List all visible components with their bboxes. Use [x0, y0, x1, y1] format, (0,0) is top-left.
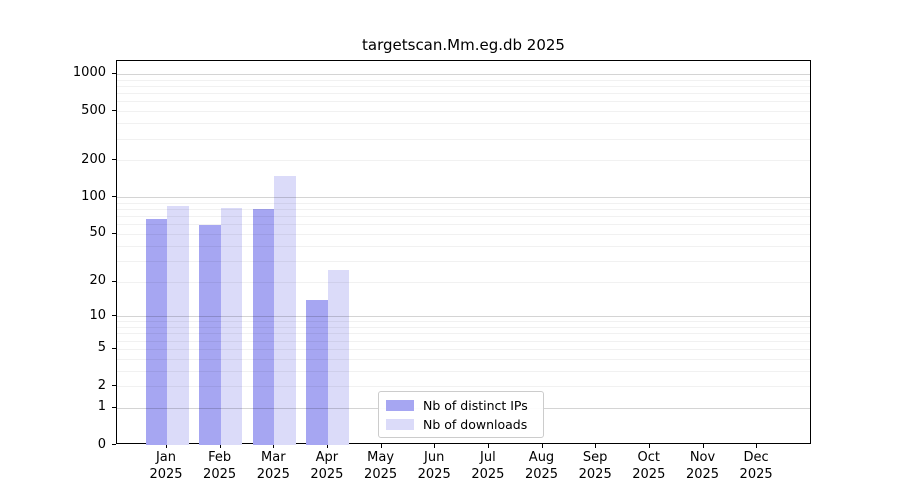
gridline-minor-40: [117, 245, 810, 247]
gridline-major-1000: [117, 73, 810, 75]
x-tick-label-jul: Jul 2025: [471, 450, 505, 482]
gridline-minor-70: [117, 216, 810, 218]
y-tick-label-500: 500: [81, 102, 106, 118]
x-tick-label-jan: Jan 2025: [149, 450, 183, 482]
x-tick-mark-feb: [219, 444, 221, 448]
gridline-minor-400: [117, 123, 810, 125]
bar-apr-downloads: [327, 270, 350, 445]
x-tick-label-mar: Mar 2025: [256, 450, 290, 482]
gridline-minor-2: [117, 386, 810, 387]
y-tick-mark-20: [112, 280, 116, 282]
legend-label-distinct-ips: Nb of distinct IPs: [423, 397, 528, 413]
gridline-minor-5: [117, 348, 810, 350]
gridline-minor-60: [117, 224, 810, 226]
gridline-minor-30: [117, 260, 810, 262]
y-tick-mark-10: [112, 315, 116, 317]
x-tick-mark-aug: [541, 444, 543, 448]
bar-mar-distinct-ips: [252, 209, 275, 445]
gridline-minor-900: [117, 79, 810, 81]
legend: Nb of distinct IPs Nb of downloads: [378, 391, 544, 438]
y-tick-label-5: 5: [97, 340, 106, 356]
gridline-minor-90: [117, 202, 810, 204]
gridline-minor-4: [117, 358, 810, 360]
bar-apr-distinct-ips: [306, 299, 328, 445]
x-tick-label-oct: Oct 2025: [632, 450, 666, 482]
gridline-minor-20: [117, 281, 810, 283]
bar-jan-distinct-ips: [145, 219, 167, 445]
gridline-minor-6: [117, 340, 810, 342]
gridline-major-10: [117, 316, 810, 318]
y-tick-mark-0: [112, 444, 116, 446]
gridline-minor-300: [117, 138, 810, 140]
gridline-minor-700: [117, 93, 810, 95]
bar-mar-downloads: [274, 175, 296, 445]
gridline-minor-50: [117, 233, 810, 235]
y-tick-mark-5: [112, 347, 116, 349]
plot-area: [116, 60, 811, 445]
y-tick-label-100: 100: [81, 188, 106, 204]
gridline-minor-9: [117, 321, 810, 323]
gridlines-layer: [117, 61, 810, 443]
x-tick-mark-jan: [166, 444, 168, 448]
x-tick-mark-may: [380, 444, 382, 448]
y-tick-label-1000: 1000: [72, 65, 106, 81]
y-tick-mark-50: [112, 232, 116, 234]
x-tick-mark-apr: [326, 444, 329, 448]
y-tick-mark-2: [112, 385, 116, 387]
x-tick-label-nov: Nov 2025: [685, 450, 720, 482]
y-tick-label-0: 0: [97, 436, 106, 452]
y-tick-label-10: 10: [89, 307, 106, 323]
gridline-minor-3: [117, 370, 810, 372]
x-tick-label-may: May 2025: [364, 450, 398, 482]
gridline-minor-7: [117, 333, 810, 335]
x-tick-label-aug: Aug 2025: [524, 450, 559, 482]
x-tick-mark-oct: [648, 444, 650, 448]
y-tick-label-20: 20: [89, 273, 106, 288]
gridline-minor-600: [117, 101, 810, 103]
chart-title: targetscan.Mm.eg.db 2025: [362, 36, 565, 54]
legend-row-downloads: Nb of downloads: [386, 417, 536, 432]
bar-feb-downloads: [220, 207, 243, 445]
x-tick-mark-dec: [756, 444, 758, 448]
gridline-minor-80: [117, 209, 810, 210]
x-tick-mark-sep: [595, 444, 597, 448]
y-tick-mark-500: [112, 110, 116, 112]
x-tick-label-feb: Feb 2025: [203, 450, 237, 482]
gridline-major-100: [117, 197, 810, 199]
y-tick-label-50: 50: [89, 225, 106, 241]
legend-row-distinct-ips: Nb of distinct IPs: [386, 398, 536, 413]
y-tick-mark-1000: [112, 72, 116, 75]
downloads-swatch-icon: [386, 418, 414, 430]
x-tick-mark-nov: [702, 444, 704, 448]
x-tick-label-dec: Dec 2025: [739, 450, 773, 482]
bar-jan-downloads: [167, 206, 189, 445]
x-tick-mark-mar: [273, 444, 275, 448]
legend-label-downloads: Nb of downloads: [423, 416, 528, 432]
gridline-minor-200: [117, 160, 810, 162]
x-tick-label-sep: Sep 2025: [578, 450, 612, 482]
y-tick-mark-1: [112, 406, 116, 408]
y-tick-mark-100: [112, 196, 116, 198]
y-tick-label-1: 1: [97, 399, 106, 415]
y-tick-label-200: 200: [81, 151, 106, 167]
gridline-minor-500: [117, 111, 810, 113]
x-tick-label-jun: Jun 2025: [417, 450, 451, 482]
gridline-minor-8: [117, 327, 810, 328]
y-tick-label-2: 2: [97, 377, 106, 393]
x-tick-mark-jul: [487, 444, 490, 448]
bar-feb-distinct-ips: [199, 225, 221, 445]
distinct-ips-swatch-icon: [386, 399, 414, 411]
x-tick-mark-jun: [434, 444, 436, 448]
x-tick-label-apr: Apr 2025: [310, 450, 344, 482]
gridline-minor-800: [117, 85, 810, 87]
y-tick-mark-200: [112, 159, 116, 161]
bars-layer: [117, 61, 810, 445]
